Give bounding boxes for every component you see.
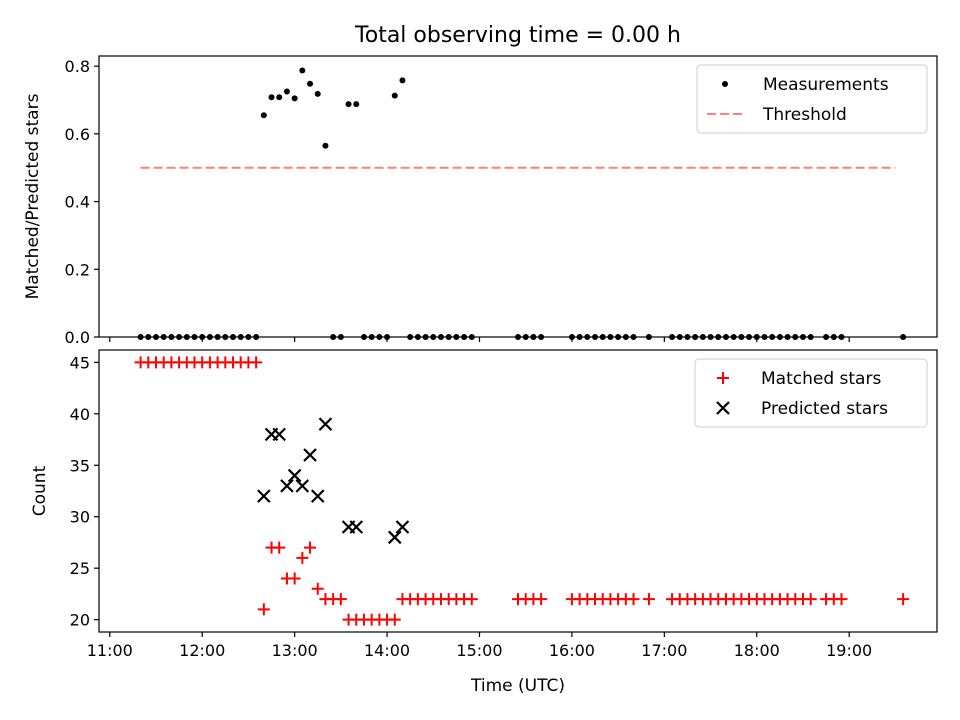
data-point <box>311 582 324 595</box>
data-point <box>299 67 306 74</box>
y-tick-label: 35 <box>70 456 90 475</box>
axes-frame <box>98 55 938 338</box>
y-axis-label: Matched/Predicted stars <box>23 93 43 299</box>
legend-box <box>694 358 928 428</box>
data-point <box>280 479 294 493</box>
data-point <box>268 94 275 101</box>
data-point <box>465 593 478 606</box>
data-point <box>642 593 655 606</box>
data-point <box>349 520 364 534</box>
data-point <box>260 112 267 119</box>
y-tick-label: 20 <box>70 611 90 630</box>
data-point <box>353 101 360 108</box>
data-point <box>287 468 302 483</box>
data-point <box>387 530 402 545</box>
data-point <box>257 489 271 503</box>
data-point <box>804 593 817 606</box>
top-panel: Matched/Predicted stars 0.0 0.2 0.4 0.6 0.8 Me… <box>23 55 938 347</box>
axes-frame <box>98 349 938 633</box>
data-point <box>388 613 401 626</box>
legend-label: Matched stars <box>761 369 881 389</box>
data-point <box>296 551 309 564</box>
legend: Matched stars Predicted stars <box>694 358 928 428</box>
legend-label: Measurements <box>763 75 889 95</box>
data-point <box>314 90 321 97</box>
chart-title: Total observing time = 0.00 h <box>354 23 681 48</box>
x-axis-label: Time (UTC) <box>470 676 565 696</box>
data-point <box>291 95 298 102</box>
data-point <box>395 520 410 534</box>
legend: Measurements Threshold <box>696 64 928 134</box>
data-point <box>835 593 848 606</box>
data-point <box>345 101 352 108</box>
data-point <box>283 88 290 95</box>
data-point <box>322 142 329 149</box>
y-tick-label: 25 <box>70 559 90 578</box>
data-point <box>288 572 301 585</box>
series-predicted-stars <box>257 417 410 545</box>
legend-label: Predicted stars <box>761 399 888 419</box>
x-tick-label: 15:00 <box>456 641 502 660</box>
data-point <box>307 80 314 87</box>
data-point <box>334 593 347 606</box>
y-tick-label: 0.6 <box>65 125 90 144</box>
series-matched-stars <box>134 356 910 626</box>
x-tick-label: 12:00 <box>179 641 225 660</box>
data-point <box>276 94 283 101</box>
data-point <box>295 479 310 493</box>
legend-swatch <box>722 81 728 87</box>
x-tick-label: 19:00 <box>826 641 872 660</box>
data-point <box>627 593 640 606</box>
data-point <box>304 541 317 554</box>
bottom-panel: Count 20 25 30 35 40 45 11:00 12:00 13:00 14:00 15:… <box>30 349 938 660</box>
x-tick-label: 11:00 <box>87 641 133 660</box>
data-point <box>391 92 398 99</box>
y-tick-label: 0.8 <box>65 57 90 76</box>
x-tick-label: 13:00 <box>272 641 318 660</box>
x-tick-label: 17:00 <box>641 641 687 660</box>
y-tick-label: 30 <box>70 508 90 527</box>
y-tick-label: 0.4 <box>65 193 90 212</box>
data-point <box>399 77 406 84</box>
data-point <box>535 593 548 606</box>
data-point <box>303 448 317 462</box>
legend-box <box>696 64 928 134</box>
legend-label: Threshold <box>762 105 847 125</box>
x-tick-label: 18:00 <box>734 641 780 660</box>
y-tick-label: 40 <box>70 405 90 424</box>
legend-swatch <box>716 401 730 415</box>
data-point <box>318 417 333 431</box>
data-point <box>310 489 325 503</box>
legend-swatch <box>717 372 729 384</box>
data-point <box>272 427 287 442</box>
x-tick-label: 16:00 <box>549 641 595 660</box>
data-point <box>250 356 263 369</box>
x-tick-label: 14:00 <box>364 641 410 660</box>
data-point <box>897 593 910 606</box>
data-point <box>273 541 286 554</box>
data-point <box>257 603 270 616</box>
y-tick-label: 0.2 <box>65 260 90 279</box>
y-axis-label: Count <box>30 465 50 516</box>
y-tick-label: 0.0 <box>65 328 90 347</box>
y-tick-label: 45 <box>70 353 90 372</box>
